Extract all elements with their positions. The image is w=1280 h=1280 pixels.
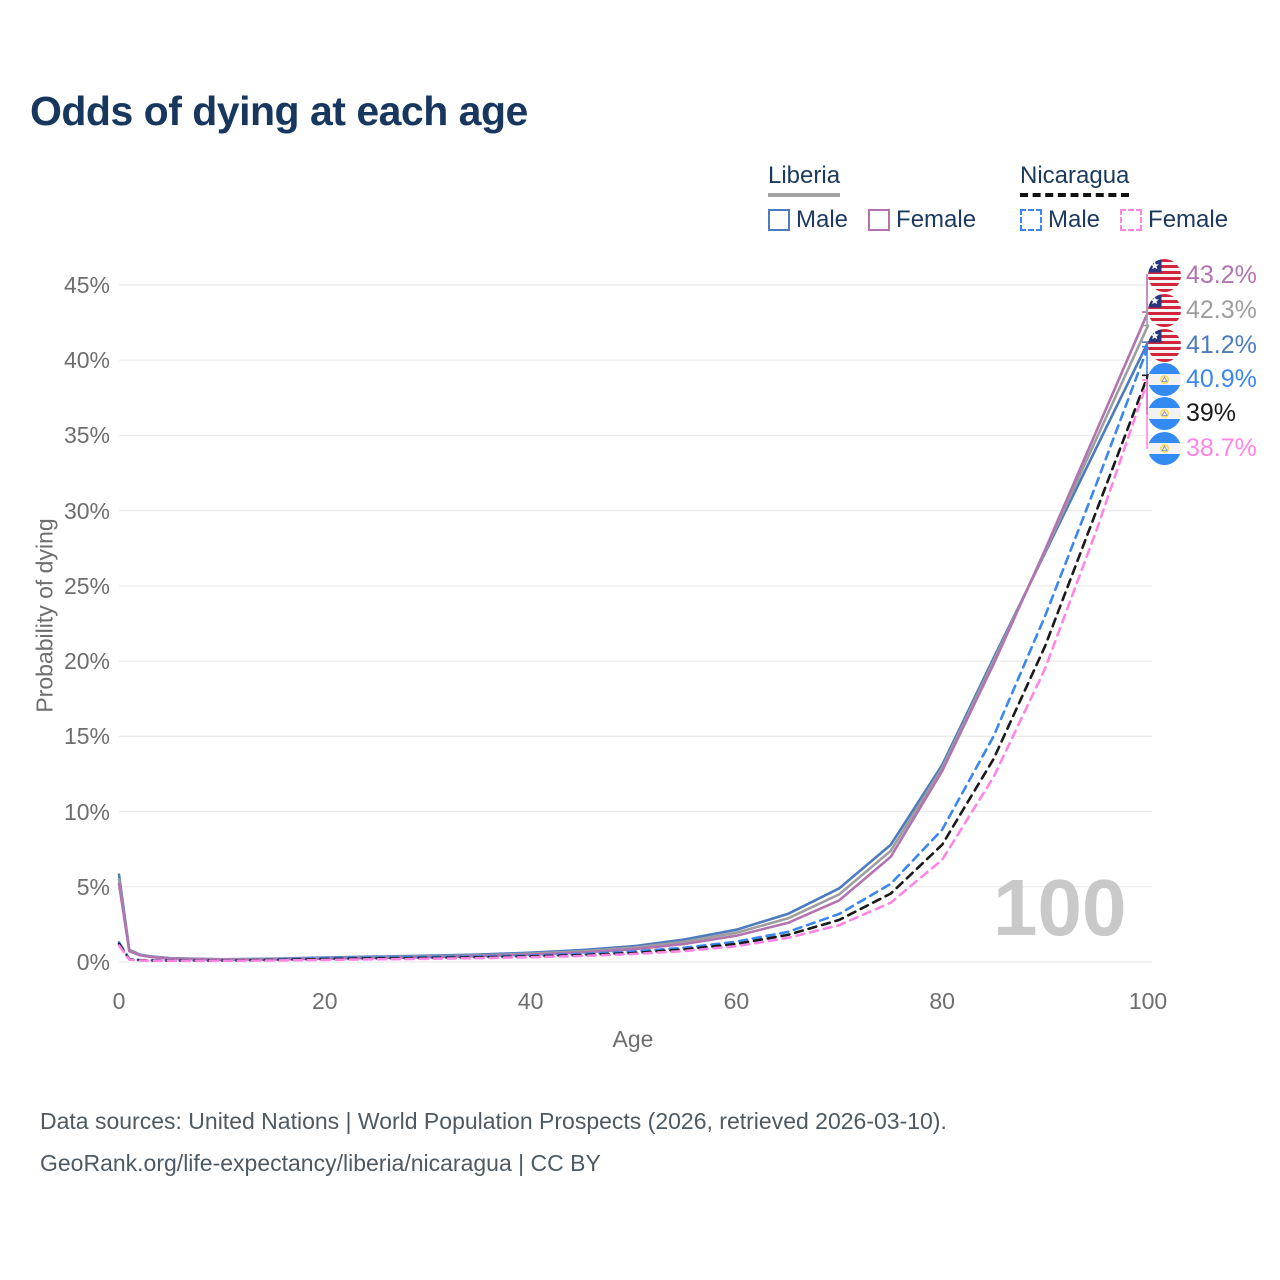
y-tick-label: 45% [63, 272, 110, 298]
x-tick-label: 20 [312, 988, 338, 1014]
liberia-flag-icon [1148, 328, 1181, 362]
y-tick-label: 20% [63, 648, 110, 675]
end-label-nicaragua-female: 38.7% [1148, 431, 1257, 465]
liberia-flag-icon [1148, 293, 1181, 327]
y-tick-label: 40% [63, 347, 110, 374]
legend-item-liberia-female[interactable]: Female [868, 206, 976, 234]
nicaragua-flag-icon [1148, 362, 1181, 396]
y-tick-label: 25% [63, 572, 110, 599]
legend-group-liberia: Liberia Male Female [768, 162, 976, 234]
attribution-note: GeoRank.org/life-expectancy/liberia/nica… [40, 1150, 601, 1176]
end-label-nicaragua-both: 39% [1148, 396, 1236, 430]
x-tick-label: 100 [1128, 988, 1168, 1014]
y-axis-title: Probability of dying [31, 518, 58, 713]
legend-country-liberia[interactable]: Liberia [768, 162, 841, 197]
page-title: Odds of dying at each age [30, 88, 528, 134]
data-sources-note: Data sources: United Nations | World Pop… [40, 1108, 947, 1134]
end-label-value: 43.2% [1186, 260, 1257, 289]
end-label-liberia-both: 42.3% [1148, 293, 1257, 327]
end-label-value: 40.9% [1186, 364, 1257, 393]
y-tick-label: 30% [63, 497, 110, 524]
age-watermark: 100 [993, 863, 1127, 952]
legend-group-nicaragua: Nicaragua Male Female [1020, 162, 1228, 234]
legend-item-liberia-male[interactable]: Male [768, 206, 848, 234]
liberia-female-swatch-icon [868, 209, 891, 231]
legend-item-label: Male [796, 206, 849, 233]
end-label-nicaragua-male: 40.9% [1148, 362, 1257, 396]
nicaragua-flag-icon [1148, 396, 1181, 430]
end-label-value: 38.7% [1186, 433, 1257, 462]
x-tick-label: 80 [929, 988, 955, 1014]
y-tick-label: 10% [63, 798, 110, 825]
nicaragua-flag-icon [1148, 431, 1181, 465]
legend-item-label: Female [1148, 206, 1229, 233]
end-label-value: 42.3% [1186, 295, 1257, 324]
line-liberia-female [117, 310, 1150, 961]
nicaragua-female-swatch-icon [1120, 209, 1143, 231]
line-nicaragua-female [117, 378, 1150, 963]
end-label-liberia-male: 41.2% [1148, 328, 1257, 362]
legend-item-label: Male [1048, 206, 1101, 233]
x-tick-label: 40 [517, 988, 544, 1014]
legend-item-nicaragua-female[interactable]: Female [1120, 206, 1228, 234]
y-tick-label: 35% [63, 422, 110, 449]
legend-country-nicaragua[interactable]: Nicaragua [1020, 162, 1130, 197]
y-tick-label: 15% [63, 723, 110, 750]
x-tick-label: 60 [723, 988, 750, 1014]
end-label-value: 39% [1186, 398, 1237, 427]
end-label-value: 41.2% [1186, 330, 1257, 359]
nicaragua-male-swatch-icon [1020, 209, 1042, 231]
x-axis-title: Age [612, 1026, 654, 1052]
y-tick-label: 5% [76, 873, 110, 900]
legend-item-nicaragua-male[interactable]: Male [1020, 206, 1100, 234]
liberia-flag-icon [1148, 258, 1181, 292]
liberia-male-swatch-icon [768, 209, 790, 231]
y-tick-label: 0% [76, 949, 110, 975]
x-tick-label: 0 [112, 988, 126, 1014]
end-label-liberia-female: 43.2% [1148, 258, 1257, 292]
legend-item-label: Female [896, 206, 977, 233]
